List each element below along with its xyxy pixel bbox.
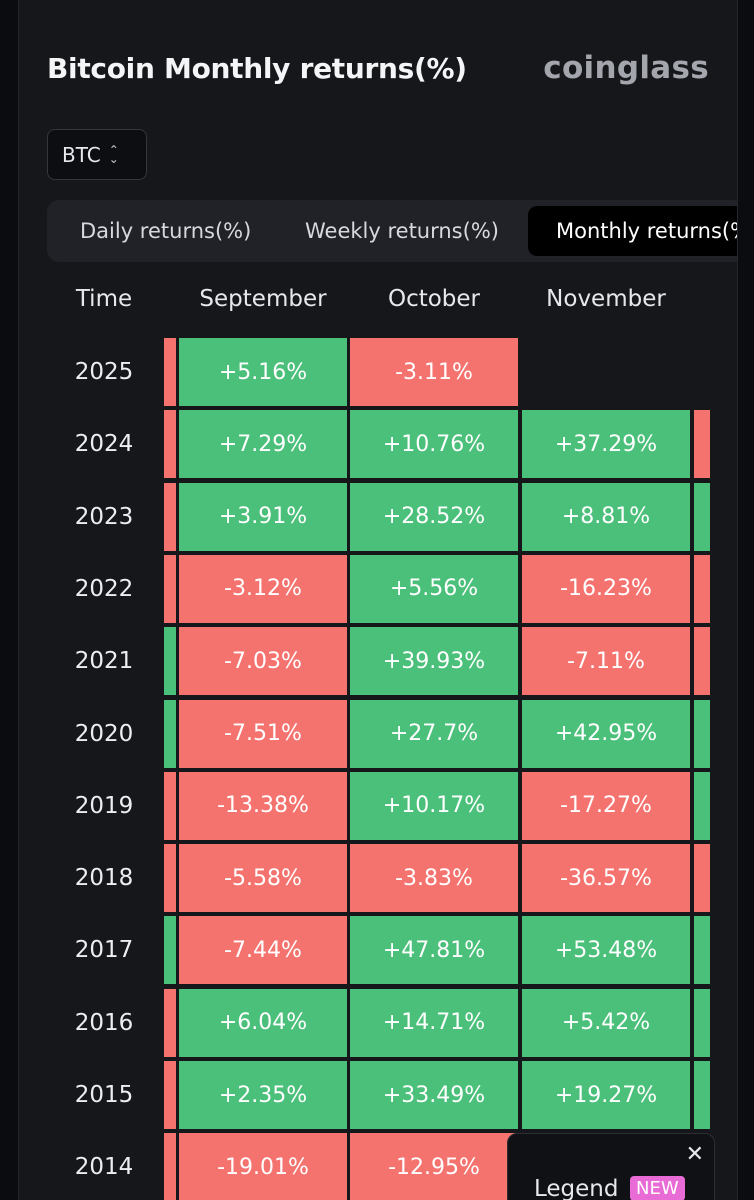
prev-month-cell [164,410,176,479]
column-header-september: September [199,286,327,312]
coin-select[interactable]: BTC ⌃ ⌄ [47,129,147,180]
return-cell[interactable]: -19.01% [179,1133,347,1200]
prev-month-cell [164,1133,176,1200]
return-cell[interactable]: +3.91% [179,482,347,551]
return-cell[interactable]: +27.7% [350,699,518,768]
tab-weekly-returns[interactable]: Weekly returns(%) [305,219,499,243]
next-month-cell [694,916,710,985]
row-year: 2018 [74,865,134,892]
table-row: 2018 -5.58% -3.83% -36.57% [19,842,737,914]
returns-panel: Bitcoin Monthly returns(%) coinglass BTC… [18,0,738,1200]
return-cell[interactable]: -12.95% [350,1133,518,1200]
prev-month-cell [164,771,176,840]
row-year: 2023 [74,503,134,530]
return-cell[interactable]: -3.12% [179,554,347,623]
return-cell[interactable]: +6.04% [179,988,347,1057]
prev-month-cell [164,844,176,913]
table-row: 2020 -7.51% +27.7% +42.95% [19,698,737,770]
next-month-cell [694,699,710,768]
return-cell[interactable]: -16.23% [522,554,690,623]
row-year: 2024 [74,431,134,458]
return-cell[interactable]: +39.93% [350,627,518,696]
table-row: 2014 -19.01% -12.95% [19,1131,737,1200]
coin-select-value: BTC [62,142,101,167]
return-cell[interactable]: +5.16% [179,338,347,406]
return-cell[interactable]: -17.27% [522,771,690,840]
return-cell[interactable]: +10.17% [350,771,518,840]
return-cell[interactable]: -3.11% [350,338,518,406]
table-row: 2024 +7.29% +10.76% +37.29% [19,408,737,480]
tab-daily-returns[interactable]: Daily returns(%) [80,219,252,243]
return-cell[interactable]: +37.29% [522,410,690,479]
new-badge: NEW [630,1176,685,1200]
table-row: 2017 -7.44% +47.81% +53.48% [19,914,737,986]
legend-popup: ✕ Legend NEW [507,1133,715,1200]
table-row: 2021 -7.03% +39.93% -7.11% [19,625,737,697]
next-month-cell [694,988,710,1057]
return-cell[interactable]: +19.27% [522,1061,690,1129]
tab-monthly-returns[interactable]: Monthly returns(%) [528,206,737,256]
return-cell[interactable]: +14.71% [350,988,518,1057]
prev-month-cell [164,988,176,1057]
prev-month-cell [164,699,176,768]
page-title: Bitcoin Monthly returns(%) [47,52,467,85]
row-year: 2015 [74,1082,134,1108]
prev-month-cell [164,1061,176,1129]
return-cell[interactable]: +47.81% [350,916,518,985]
return-cell[interactable]: -7.51% [179,699,347,768]
return-cell[interactable]: +33.49% [350,1061,518,1129]
return-cell[interactable]: -7.11% [522,627,690,696]
row-year: 2016 [74,1009,134,1036]
row-year: 2022 [74,575,134,602]
column-header-october: October [387,286,481,312]
close-icon[interactable]: ✕ [685,1142,704,1167]
return-cell[interactable]: +10.76% [350,410,518,479]
return-cell[interactable]: -5.58% [179,844,347,913]
next-month-cell [694,771,710,840]
row-year: 2025 [74,359,134,385]
next-month-cell [694,482,710,551]
return-cell[interactable]: -13.38% [179,771,347,840]
column-header-time: Time [75,286,133,312]
row-year: 2019 [74,792,134,819]
return-cell[interactable]: -3.83% [350,844,518,913]
row-year: 2017 [74,937,134,964]
row-year: 2021 [74,648,134,675]
table-row: 2022 -3.12% +5.56% -16.23% [19,553,737,625]
table-row: 2019 -13.38% +10.17% -17.27% [19,770,737,842]
legend-label[interactable]: Legend [534,1176,619,1200]
next-month-cell [694,627,710,696]
return-cell[interactable]: -7.44% [179,916,347,985]
return-cell[interactable]: +53.48% [522,916,690,985]
prev-month-cell [164,554,176,623]
prev-month-cell [164,338,176,406]
return-cell[interactable]: +28.52% [350,482,518,551]
returns-tabs: Daily returns(%) Weekly returns(%) Month… [47,200,737,262]
next-month-cell [694,1061,710,1129]
chevron-updown-icon: ⌃ ⌄ [108,143,119,166]
prev-month-cell [164,627,176,696]
table-row: 2023 +3.91% +28.52% +8.81% [19,481,737,553]
table-row: 2016 +6.04% +14.71% +5.42% [19,987,737,1059]
row-year: 2014 [74,1154,134,1181]
return-cell[interactable]: +2.35% [179,1061,347,1129]
row-year: 2020 [74,720,134,747]
column-header-november: November [546,286,666,312]
brand-logo: coinglass [543,50,709,86]
return-cell[interactable]: +5.56% [350,554,518,623]
return-cell[interactable]: -36.57% [522,844,690,913]
table-row: 2025 +5.16% -3.11% [19,336,737,408]
prev-month-cell [164,482,176,551]
return-cell[interactable]: +7.29% [179,410,347,479]
next-month-cell [694,410,710,479]
next-month-cell [694,844,710,913]
return-cell[interactable]: +42.95% [522,699,690,768]
next-month-cell [694,554,710,623]
return-cell[interactable]: -7.03% [179,627,347,696]
return-cell[interactable]: +8.81% [522,482,690,551]
table-row: 2015 +2.35% +33.49% +19.27% [19,1059,737,1131]
prev-month-cell [164,916,176,985]
return-cell[interactable]: +5.42% [522,988,690,1057]
